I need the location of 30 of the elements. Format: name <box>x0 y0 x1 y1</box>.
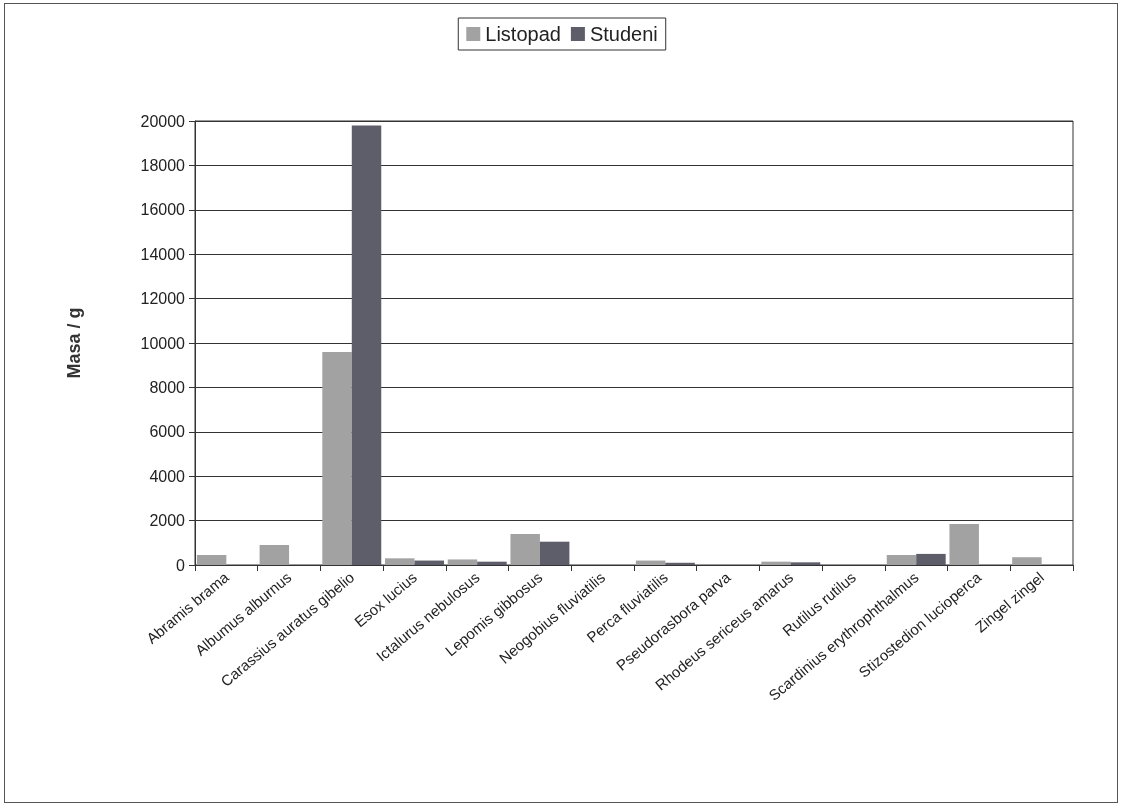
bar <box>665 562 695 565</box>
bar <box>322 351 352 565</box>
y-tick-label: 6000 <box>149 423 186 441</box>
y-tick-label: 18000 <box>140 156 186 174</box>
bar <box>385 558 415 565</box>
y-tick-label: 4000 <box>149 467 186 485</box>
y-tick-label: 12000 <box>140 290 186 308</box>
bar <box>949 523 979 565</box>
bar <box>790 562 821 565</box>
y-tick-label: 20000 <box>140 112 186 130</box>
y-tick-label: 2000 <box>149 512 186 530</box>
bar <box>510 533 540 565</box>
y-tick-label: 8000 <box>149 378 186 396</box>
y-axis-title: Masa / g <box>64 307 84 379</box>
legend-label: Listopad <box>485 23 561 45</box>
y-tick-label: 10000 <box>140 334 186 352</box>
bar <box>351 125 382 565</box>
y-tick-label: 16000 <box>140 201 186 219</box>
bar <box>259 545 290 565</box>
y-tick-label: 14000 <box>140 245 186 263</box>
y-tick-label: 0 <box>176 556 186 574</box>
bar <box>1012 557 1042 565</box>
bar <box>477 561 507 565</box>
bar <box>447 559 478 565</box>
bar <box>761 561 791 565</box>
legend-label: Studeni <box>589 23 658 45</box>
bar <box>916 553 946 565</box>
bar <box>196 555 227 565</box>
bar <box>886 555 917 565</box>
bar <box>539 541 570 565</box>
